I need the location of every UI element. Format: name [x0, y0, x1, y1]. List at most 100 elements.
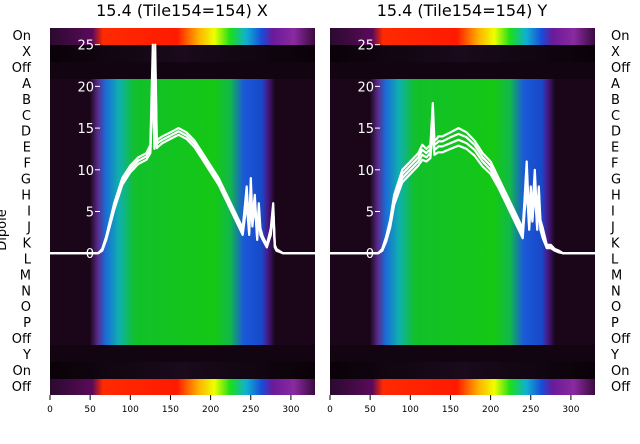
heatmap-band-on-top: [50, 28, 315, 45]
y-tick-label: 15: [77, 122, 94, 137]
x-tick-label: 0: [327, 405, 333, 415]
heatmap-band-on-bottom: [330, 379, 595, 395]
heatmap-band-dipoles: [330, 79, 595, 345]
dipole-label: E: [23, 141, 31, 156]
dipole-label: Off: [611, 380, 631, 395]
y-tick-label: 10: [77, 164, 94, 179]
dipole-label: Y: [22, 348, 31, 363]
x-tick-label: 50: [84, 405, 96, 415]
dipole-label: On: [611, 29, 629, 44]
y-tick-label: 5: [86, 206, 94, 221]
dipole-label: B: [22, 93, 31, 108]
heatmap-band-y: [330, 45, 595, 62]
dipole-label: On: [13, 364, 31, 379]
heatmap-band-x: [330, 362, 595, 379]
y-tick-label: 5: [366, 206, 374, 221]
dipole-label: F: [24, 157, 31, 172]
panel-title-y: 15.4 (Tile154=154) Y: [377, 1, 548, 20]
dipole-label: B: [611, 93, 620, 108]
dipole-label: N: [21, 284, 31, 299]
x-tick-label: 200: [482, 405, 499, 415]
dipole-label: P: [23, 316, 31, 331]
x-tick-label: 300: [282, 405, 299, 415]
dipole-label: F: [611, 157, 618, 172]
spectrogram-y: [330, 28, 595, 395]
x-tick-label: 50: [364, 405, 376, 415]
spectrogram-x: [50, 28, 315, 395]
dipole-label: A: [22, 77, 31, 92]
dipole-label: Off: [12, 61, 32, 76]
heatmap-band-off-bottom: [50, 345, 315, 362]
dipole-label: E: [611, 141, 619, 156]
y-tick-label: 20: [357, 80, 374, 95]
dipole-label: P: [611, 316, 619, 331]
x-tick-label: 250: [242, 405, 259, 415]
heatmap-band-dipoles: [50, 79, 315, 345]
dipole-label: D: [611, 125, 621, 140]
dipole-label: I: [611, 205, 615, 220]
dipole-label: H: [611, 189, 621, 204]
dipole-label: N: [611, 284, 621, 299]
dipole-label: H: [21, 189, 31, 204]
heatmap-band-on-bottom: [50, 379, 315, 395]
x-tick-label: 150: [442, 405, 459, 415]
x-tick-label: 150: [162, 405, 179, 415]
y-tick-label: 25: [357, 39, 374, 54]
dipole-label: On: [13, 29, 31, 44]
dipole-label: On: [611, 364, 629, 379]
dipole-label: Off: [12, 380, 32, 395]
y-ticks-x: 0 5 10 15 20 25: [77, 39, 100, 262]
dipole-label: Off: [611, 61, 631, 76]
heatmap-band-on-top: [330, 28, 595, 45]
dipole-label: Y: [610, 348, 619, 363]
x-ticks-y: 0 50 100 150 200 250 300: [327, 395, 580, 415]
series-line: [50, 76, 315, 255]
dipole-label: A: [611, 77, 620, 92]
dipole-label: X: [22, 45, 31, 60]
dipole-label: K: [611, 236, 620, 251]
heatmap-band-off-top: [330, 62, 595, 79]
y-tick-label: 25: [77, 39, 94, 54]
y-tick-label: 20: [77, 80, 94, 95]
dipole-label: J: [26, 220, 31, 235]
panel-title-x: 15.4 (Tile154=154) X: [96, 1, 268, 20]
dipole-label: G: [611, 173, 621, 188]
x-tick-label: 200: [202, 405, 219, 415]
dipole-label: L: [611, 252, 619, 267]
dipole-label: G: [21, 173, 31, 188]
series-lines-y: [330, 101, 595, 255]
heatmap-band-off-top: [50, 62, 315, 79]
dipole-label: O: [611, 300, 621, 315]
dipole-label: C: [611, 109, 620, 124]
y-axis-label: Dipole: [0, 209, 10, 250]
x-tick-label: 300: [562, 405, 579, 415]
dipole-label: M: [20, 268, 31, 283]
x-tick-label: 250: [522, 405, 539, 415]
x-tick-label: 100: [402, 405, 419, 415]
x-tick-label: 100: [122, 405, 139, 415]
x-tick-label: 0: [47, 405, 53, 415]
dipole-label: X: [611, 45, 620, 60]
dipole-label: J: [610, 220, 615, 235]
dipole-label: I: [27, 205, 31, 220]
dipole-label: D: [21, 125, 31, 140]
series-lines-x: [50, 43, 315, 255]
dipole-label: K: [22, 236, 31, 251]
y-tick-label: 15: [357, 122, 374, 137]
dipole-label: L: [24, 252, 32, 267]
dipole-label: C: [22, 109, 31, 124]
heatmap-band-y: [50, 45, 315, 62]
dipole-label: Off: [611, 332, 631, 347]
dipole-label: Off: [12, 332, 32, 347]
dipole-label: M: [611, 268, 622, 283]
y-tick-label: 10: [357, 164, 374, 179]
heatmap-band-off-bottom: [330, 345, 595, 362]
y-tick-label: 0: [86, 247, 94, 262]
dipole-label: O: [21, 300, 31, 315]
